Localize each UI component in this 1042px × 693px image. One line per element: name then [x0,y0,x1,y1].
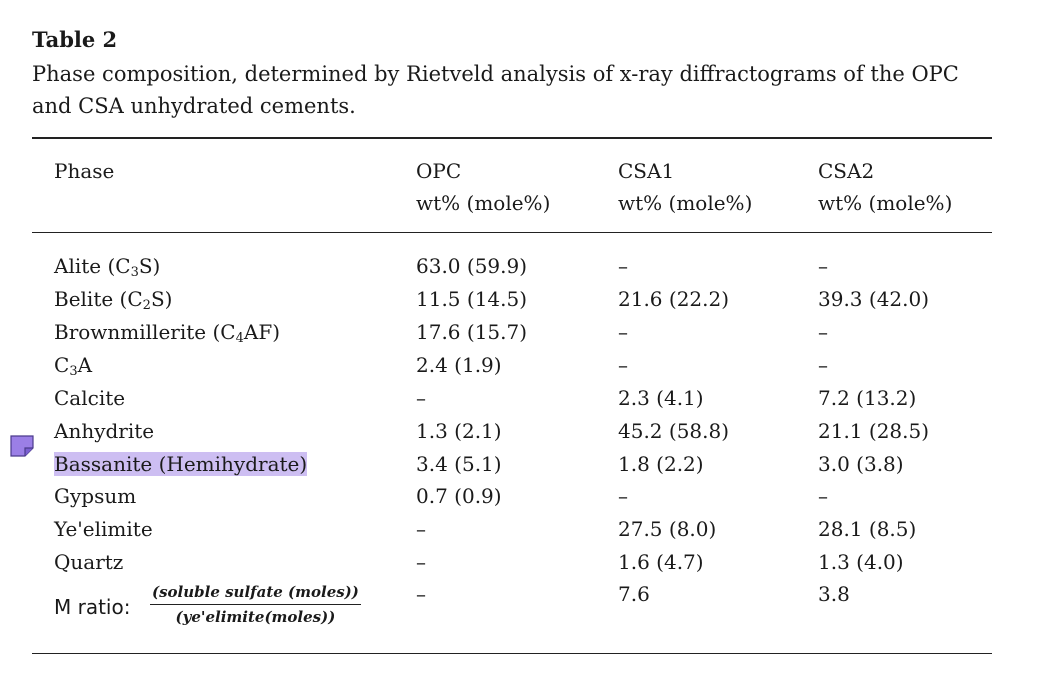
phase-cell: Quartz [54,550,124,574]
phase-subscript: 2 [142,298,151,313]
phase-text-end: AF) [243,320,280,344]
table-row: Brownmillerite (C4AF) 17.6 (15.7) – – [32,316,992,349]
opc-cell: – [416,582,426,606]
opc-cell: 63.0 (59.9) [416,254,528,278]
phase-subscript: 3 [130,265,139,280]
csa1-cell: 27.5 (8.0) [618,517,717,541]
opc-cell: – [416,517,426,541]
m-ratio-fraction: (soluble sulfate (moles)) (ye'elimite(mo… [150,582,361,627]
header-opc-unit: wt% (mole%) [416,191,551,215]
opc-cell: 17.6 (15.7) [416,320,528,344]
table-row: Bassanite (Hemihydrate) 3.4 (5.1) 1.8 (2… [32,448,992,481]
sticky-note-icon[interactable] [10,435,34,457]
csa2-cell: – [818,320,828,344]
phase-subscript: 4 [235,331,244,346]
phase-text: C [54,353,70,377]
csa1-cell: 1.8 (2.2) [618,452,704,476]
phase-cell: Anhydrite [54,419,155,443]
phase-cell: C3A [54,349,92,382]
table-row: Belite (C2S) 11.5 (14.5) 21.6 (22.2) 39.… [32,283,992,316]
csa1-cell: 2.3 (4.1) [618,386,704,410]
phase-text: Belite (C [54,287,143,311]
phase-text-end: S) [150,287,173,311]
csa1-cell: 7.6 [618,582,650,606]
csa1-cell: – [618,320,628,344]
csa2-cell: 28.1 (8.5) [818,517,917,541]
fraction-denominator: (ye'elimite(moles)) [175,608,336,626]
phase-text: Brownmillerite (C [54,320,236,344]
opc-cell: 3.4 (5.1) [416,452,502,476]
header-opc: OPC [416,159,462,183]
phase-cell: Gypsum [54,484,137,508]
header-csa2: CSA2 [818,159,875,183]
csa2-cell: 1.3 (4.0) [818,550,904,574]
csa2-cell: 3.0 (3.8) [818,452,904,476]
phase-text-end: S) [138,254,161,278]
m-ratio-label: M ratio: [54,595,131,619]
table-label: Table 2 [32,27,118,52]
header-csa1: CSA1 [618,159,675,183]
csa2-cell: 39.3 (42.0) [818,287,930,311]
table-row: Gypsum 0.7 (0.9) – – [32,480,992,513]
fraction-numerator: (soluble sulfate (moles)) [150,582,361,605]
csa2-cell: – [818,353,828,377]
phase-text: Alite (C [54,254,131,278]
phase-cell: Alite (C3S) [54,250,160,283]
csa1-cell: 45.2 (58.8) [618,419,730,443]
header-csa2-unit: wt% (mole%) [818,191,953,215]
phase-cell: Belite (C2S) [54,283,172,316]
opc-cell: 11.5 (14.5) [416,287,528,311]
phase-text-end: A [77,353,93,377]
csa1-cell: 21.6 (22.2) [618,287,730,311]
table-row: Anhydrite 1.3 (2.1) 45.2 (58.8) 21.1 (28… [32,415,992,448]
csa2-cell: 7.2 (13.2) [818,386,917,410]
caption-line-1: Phase composition, determined by Rietvel… [32,62,959,86]
table-row: Calcite – 2.3 (4.1) 7.2 (13.2) [32,382,992,415]
table-row: Quartz – 1.6 (4.7) 1.3 (4.0) [32,546,992,579]
opc-cell: – [416,550,426,574]
phase-subscript: 3 [69,364,78,379]
csa2-cell: 3.8 [818,582,850,606]
phase-cell: Bassanite (Hemihydrate) [54,448,308,481]
csa1-cell: – [618,353,628,377]
table-row: Alite (C3S) 63.0 (59.9) – – [32,250,992,283]
csa2-cell: – [818,254,828,278]
highlighted-text[interactable]: Bassanite (Hemihydrate) [54,452,308,476]
header-csa1-unit: wt% (mole%) [618,191,753,215]
phase-cell: Ye'elimite [54,517,153,541]
phase-cell: Brownmillerite (C4AF) [54,316,280,349]
table-caption: Phase composition, determined by Rietvel… [32,58,994,122]
opc-cell: 0.7 (0.9) [416,484,502,508]
caption-line-2: and CSA unhydrated cements. [32,94,356,118]
csa2-cell: – [818,484,828,508]
csa1-cell: 1.6 (4.7) [618,550,704,574]
bottom-rule [32,653,992,654]
opc-cell: 2.4 (1.9) [416,353,502,377]
header-phase: Phase [54,159,115,183]
opc-cell: – [416,386,426,410]
table-row: Ye'elimite – 27.5 (8.0) 28.1 (8.5) [32,513,992,546]
table-row: C3A 2.4 (1.9) – – [32,349,992,382]
phase-cell: Calcite [54,386,126,410]
csa1-cell: – [618,254,628,278]
m-ratio-row: M ratio: – 7.6 3.8 [32,582,992,623]
header-rule [32,232,992,233]
top-rule [32,137,992,139]
opc-cell: 1.3 (2.1) [416,419,502,443]
csa1-cell: – [618,484,628,508]
csa2-cell: 21.1 (28.5) [818,419,930,443]
